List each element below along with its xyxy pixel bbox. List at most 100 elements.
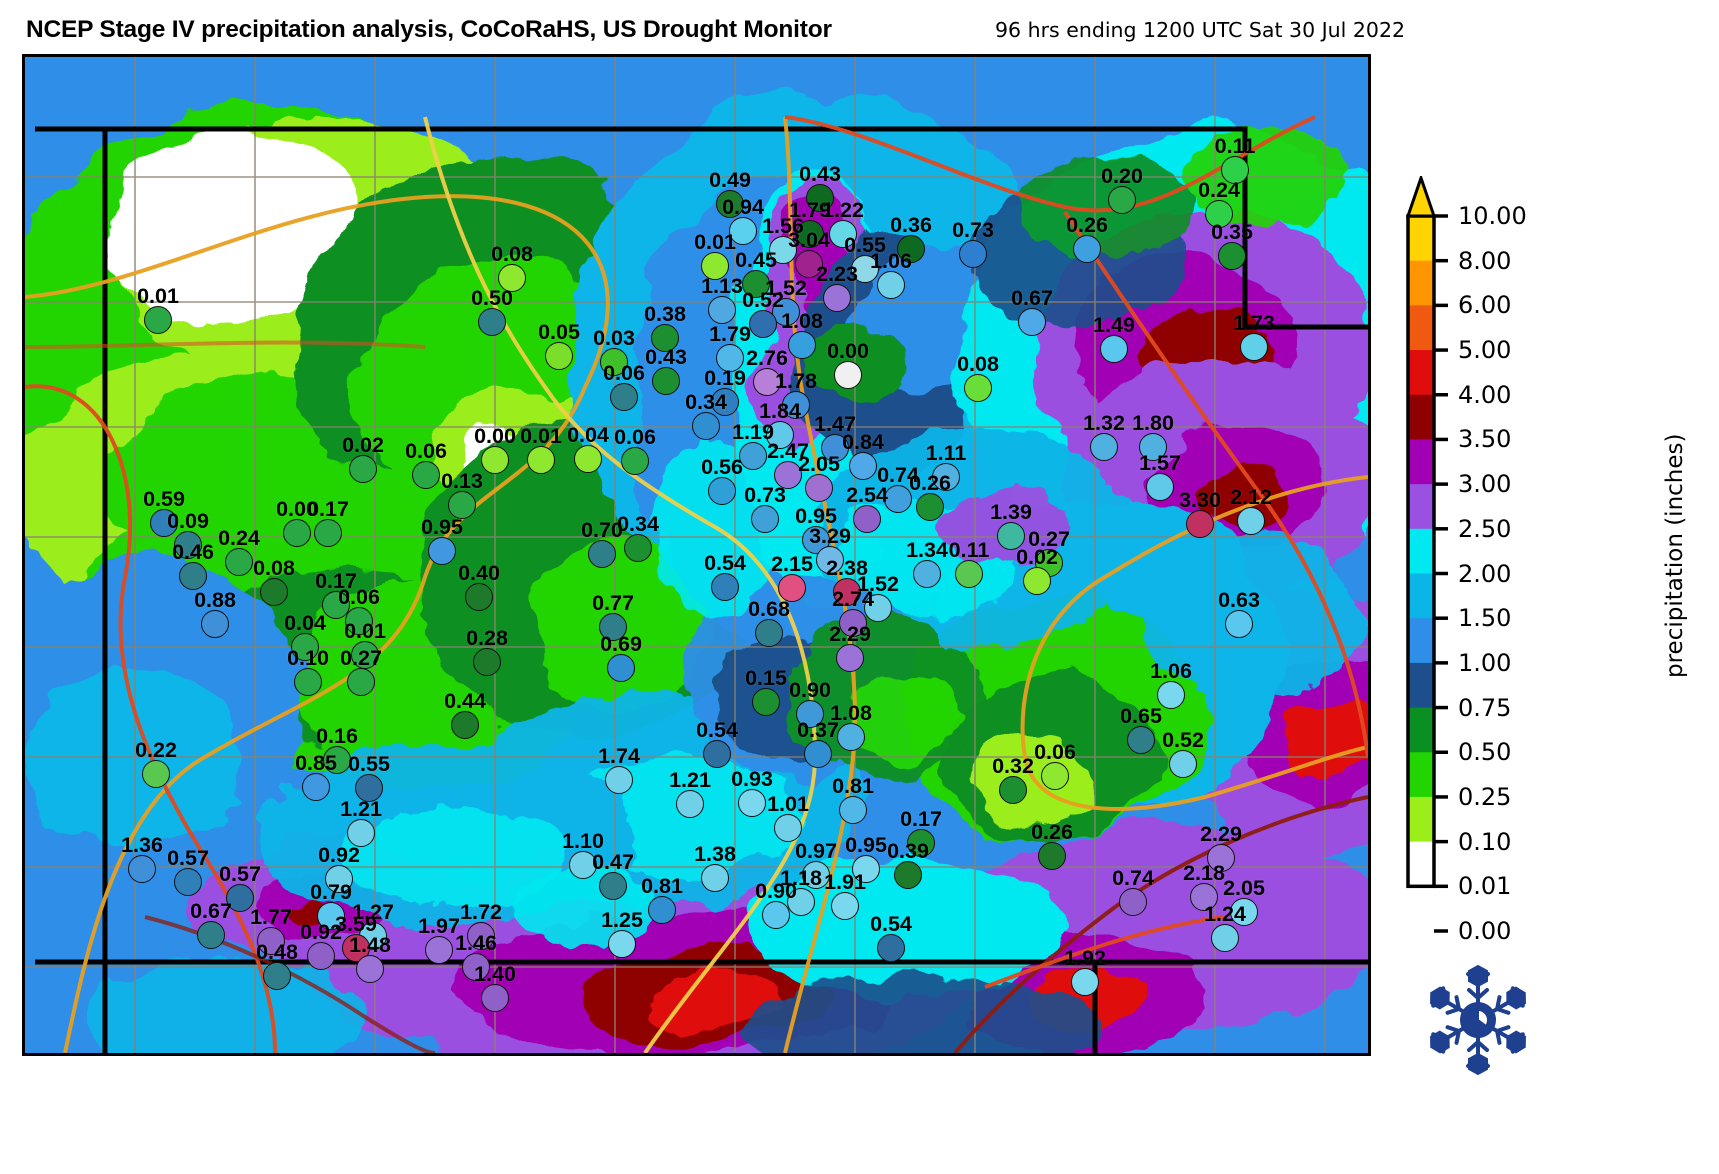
station-observation[interactable]: 1.21: [340, 797, 382, 847]
station-observation[interactable]: 0.56: [701, 455, 743, 505]
station-observation[interactable]: 0.57: [167, 846, 209, 896]
station-observation[interactable]: 1.72: [460, 900, 502, 950]
station-observation[interactable]: 0.35: [1211, 220, 1253, 270]
station-observation[interactable]: 0.90: [755, 879, 797, 929]
station-observation[interactable]: 2.23: [816, 262, 858, 312]
station-observation[interactable]: 0.24: [218, 526, 260, 576]
station-observation[interactable]: 1.36: [121, 833, 163, 883]
station-observation[interactable]: 0.05: [538, 320, 580, 370]
station-observation[interactable]: 0.94: [722, 195, 764, 245]
station-observation[interactable]: 0.15: [745, 666, 787, 716]
station-observation[interactable]: 0.85: [295, 751, 337, 801]
station-observation[interactable]: 1.79: [789, 198, 831, 248]
station-observation[interactable]: 1.57: [1139, 451, 1181, 501]
station-observation[interactable]: 0.01: [137, 284, 179, 334]
station-observation[interactable]: 0.95: [795, 504, 837, 554]
station-observation[interactable]: 0.40: [458, 561, 500, 611]
station-observation[interactable]: 0.95: [845, 833, 887, 883]
station-observation[interactable]: 0.20: [1101, 164, 1143, 214]
station-observation[interactable]: 0.73: [952, 218, 994, 268]
station-observation[interactable]: 0.90: [789, 678, 831, 728]
station-observation[interactable]: 1.73: [1233, 311, 1275, 361]
station-observation[interactable]: 1.47: [814, 412, 856, 462]
station-observation[interactable]: 1.92: [1064, 946, 1106, 996]
station-observation[interactable]: 0.08: [491, 242, 533, 292]
station-observation[interactable]: 0.34: [685, 390, 727, 440]
station-observation[interactable]: 0.17: [900, 807, 942, 857]
station-observation[interactable]: 0.01: [344, 619, 386, 669]
station-observation[interactable]: 0.34: [617, 512, 659, 562]
station-observation[interactable]: 1.78: [775, 369, 817, 419]
station-observation[interactable]: 0.68: [748, 597, 790, 647]
station-observation[interactable]: 0.00: [276, 497, 318, 547]
station-observation[interactable]: 0.36: [890, 213, 932, 263]
station-observation[interactable]: 0.70: [581, 518, 623, 568]
station-observation[interactable]: 1.18: [780, 866, 822, 916]
station-observation[interactable]: 0.06: [405, 439, 447, 489]
station-observation[interactable]: 0.48: [256, 940, 298, 990]
station-observation[interactable]: 0.81: [641, 874, 683, 924]
station-observation[interactable]: 1.38: [694, 842, 736, 892]
station-observation[interactable]: 0.67: [1011, 286, 1053, 336]
station-observation[interactable]: 0.63: [1218, 588, 1260, 638]
station-observation[interactable]: 0.52: [1162, 728, 1204, 778]
station-observation[interactable]: 0.00: [827, 339, 869, 389]
station-observation[interactable]: 0.55: [348, 752, 390, 802]
station-observation[interactable]: 0.08: [957, 352, 999, 402]
station-observation[interactable]: 3.30: [1179, 488, 1221, 538]
station-observation[interactable]: 2.29: [829, 622, 871, 672]
station-observation[interactable]: 1.80: [1132, 411, 1174, 461]
station-observation[interactable]: 1.40: [474, 962, 516, 1012]
station-observation[interactable]: 3.04: [788, 228, 830, 278]
station-observation[interactable]: 1.34: [906, 538, 948, 588]
station-observation[interactable]: 0.52: [742, 288, 784, 338]
station-observation[interactable]: 1.24: [1204, 902, 1246, 952]
station-observation[interactable]: 0.57: [219, 862, 261, 912]
station-observation[interactable]: 1.06: [1150, 659, 1192, 709]
station-observation[interactable]: 1.79: [709, 322, 751, 372]
station-observation[interactable]: 0.27: [340, 646, 382, 696]
station-observation[interactable]: 0.28: [466, 626, 508, 676]
station-observation[interactable]: 0.04: [567, 423, 609, 473]
station-observation[interactable]: 1.21: [669, 768, 711, 818]
station-observation[interactable]: 2.29: [1200, 822, 1242, 872]
station-observation[interactable]: 0.02: [1016, 545, 1058, 595]
station-observation[interactable]: 1.84: [759, 399, 801, 449]
station-observation[interactable]: 1.01: [767, 792, 809, 842]
station-observation[interactable]: 2.12: [1230, 485, 1272, 535]
station-observation[interactable]: 0.47: [592, 850, 634, 900]
station-observation[interactable]: 1.08: [830, 701, 872, 751]
station-observation[interactable]: 1.22: [822, 198, 864, 248]
station-observation[interactable]: 0.19: [704, 366, 746, 416]
station-observation[interactable]: 0.37: [797, 718, 839, 768]
station-observation[interactable]: 0.26: [1066, 213, 1108, 263]
station-observation[interactable]: 0.04: [284, 611, 326, 661]
station-observation[interactable]: 0.46: [172, 540, 214, 590]
station-observation[interactable]: 1.46: [455, 931, 497, 981]
station-observation[interactable]: 0.00: [474, 424, 516, 474]
station-observation[interactable]: 0.13: [441, 469, 483, 519]
station-observation[interactable]: 1.49: [1093, 313, 1135, 363]
station-observation[interactable]: 0.93: [731, 767, 773, 817]
station-observation[interactable]: 0.09: [167, 509, 209, 559]
station-observation[interactable]: 1.32: [1083, 411, 1125, 461]
station-observation[interactable]: 1.77: [250, 905, 292, 955]
station-observation[interactable]: 0.43: [799, 162, 841, 212]
station-observation[interactable]: 0.92: [300, 920, 342, 970]
station-observation[interactable]: 0.74: [1112, 866, 1154, 916]
station-observation[interactable]: 1.97: [418, 914, 460, 964]
station-observation[interactable]: 1.11: [926, 441, 966, 491]
station-observation[interactable]: 0.54: [696, 718, 738, 768]
station-observation[interactable]: 0.22: [135, 738, 177, 788]
station-observation[interactable]: 0.03: [593, 326, 635, 376]
station-observation[interactable]: 2.15: [771, 552, 813, 602]
station-observation[interactable]: 0.69: [600, 632, 642, 682]
station-observation[interactable]: 2.47: [767, 439, 809, 489]
station-observation[interactable]: 1.06: [870, 249, 912, 299]
station-observation[interactable]: 0.84: [842, 430, 884, 480]
station-observation[interactable]: 0.17: [307, 497, 349, 547]
station-observation[interactable]: 0.92: [318, 843, 360, 893]
station-observation[interactable]: 0.65: [1120, 704, 1162, 754]
station-observation[interactable]: 2.38: [826, 556, 868, 606]
station-observation[interactable]: 0.02: [342, 433, 384, 483]
